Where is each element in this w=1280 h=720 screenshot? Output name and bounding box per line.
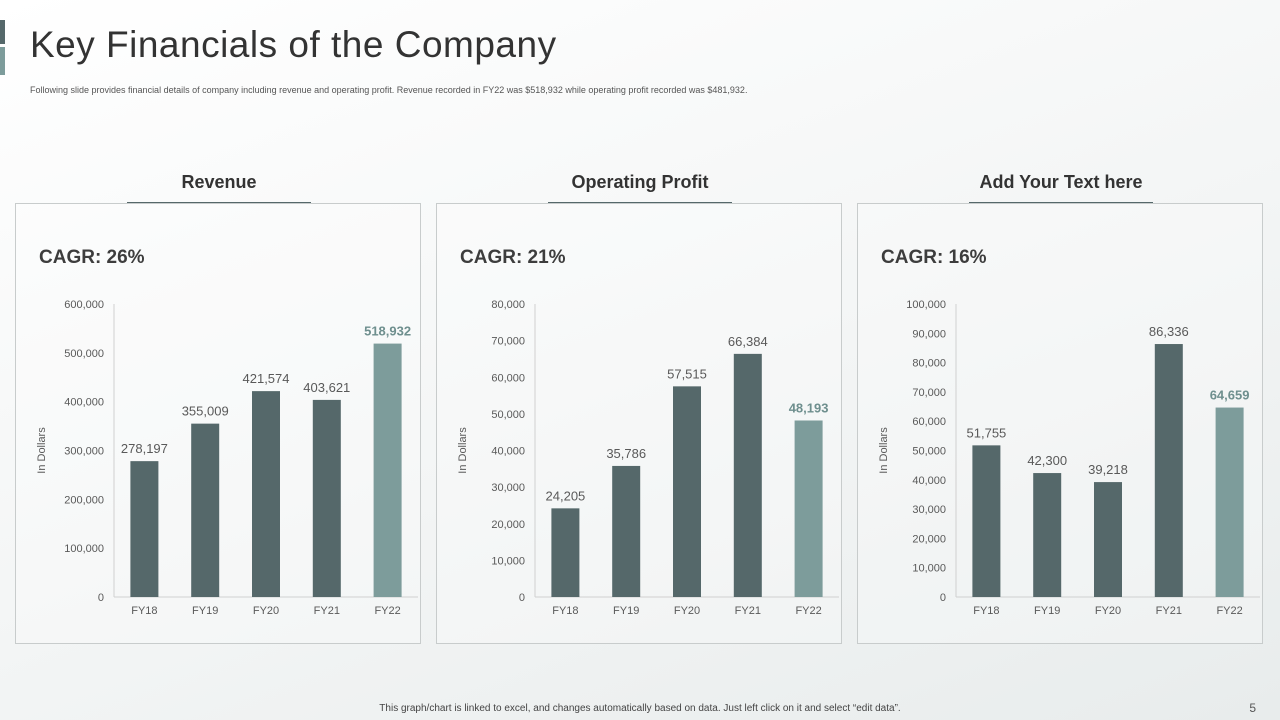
- title-accent-bar-light: [0, 47, 5, 75]
- bar-fy18: [551, 508, 580, 597]
- y-tick-label: 0: [98, 592, 104, 604]
- data-label: 278,197: [121, 441, 168, 456]
- cagr-label: CAGR: 26%: [39, 247, 145, 268]
- x-tick-label: FY19: [192, 605, 218, 617]
- y-tick-label: 500,000: [64, 348, 104, 360]
- x-tick-label: FY22: [374, 605, 400, 617]
- bar-fy22: [794, 420, 823, 597]
- custom-bar-chart[interactable]: 0 10,000 20,000 30,000 40,000 50,000 60,000 70,…: [858, 204, 1264, 645]
- y-tick-label: 60,000: [912, 416, 946, 428]
- y-tick-label: 40,000: [491, 446, 525, 458]
- y-tick-label: 60,000: [491, 372, 525, 384]
- chart-panel-operating-profit[interactable]: CAGR: 21% 0 10,000 20,000 30,000 40,000 50,00…: [436, 203, 842, 644]
- data-label: 66,384: [728, 334, 768, 349]
- y-tick-label: 70,000: [491, 336, 525, 348]
- panel-heading-operating-profit: Operating Profit: [571, 172, 709, 192]
- chart-panel-revenue[interactable]: CAGR: 26% 0 100,000 200,000 300,000 400,000 5…: [15, 203, 421, 644]
- x-tick-label: FY20: [674, 605, 700, 617]
- page-subtitle: Following slide provides financial detai…: [30, 85, 748, 95]
- y-axis-title: In Dollars: [36, 427, 48, 474]
- x-tick-label: FY18: [131, 605, 157, 617]
- y-tick-label: 400,000: [64, 397, 104, 409]
- y-tick-label: 200,000: [64, 494, 104, 506]
- bar-fy18: [972, 445, 1001, 597]
- y-axis-title: In Dollars: [457, 427, 469, 474]
- data-label: 42,300: [1027, 453, 1067, 468]
- x-tick-label: FY21: [735, 605, 761, 617]
- x-tick-label: FY22: [795, 605, 821, 617]
- bar-fy21: [733, 353, 762, 597]
- data-label: 48,193: [789, 400, 829, 415]
- x-tick-label: FY21: [1156, 605, 1182, 617]
- data-label: 39,218: [1088, 462, 1128, 477]
- y-tick-label: 20,000: [491, 519, 525, 531]
- panel-heading-custom-text[interactable]: Add Your Text here: [979, 172, 1143, 192]
- y-tick-label: 50,000: [491, 409, 525, 421]
- cagr-label: CAGR: 21%: [460, 247, 566, 268]
- y-tick-label: 10,000: [491, 555, 525, 567]
- bar-fy20: [673, 386, 701, 597]
- y-tick-label: 10,000: [912, 563, 946, 575]
- data-label: 35,786: [606, 446, 646, 461]
- page-number: 5: [1249, 701, 1256, 715]
- x-tick-label: FY20: [253, 605, 279, 617]
- bar-fy20: [252, 391, 280, 597]
- data-label: 64,659: [1210, 388, 1250, 403]
- y-tick-label: 50,000: [912, 446, 946, 458]
- y-tick-label: 80,000: [912, 358, 946, 370]
- y-tick-label: 70,000: [912, 387, 946, 399]
- bar-fy21: [312, 399, 341, 597]
- y-tick-label: 30,000: [491, 482, 525, 494]
- y-tick-label: 0: [940, 592, 946, 604]
- data-label: 355,009: [182, 404, 229, 419]
- y-tick-label: 90,000: [912, 328, 946, 340]
- title-accent-bar: [0, 20, 5, 44]
- bar-fy22: [1215, 407, 1244, 597]
- bar-fy19: [191, 423, 220, 597]
- page-title: Key Financials of the Company: [30, 24, 557, 65]
- bar-fy18: [130, 461, 159, 597]
- bar-fy20: [1094, 482, 1122, 597]
- panel-heading-revenue: Revenue: [181, 172, 257, 192]
- y-tick-label: 0: [519, 592, 525, 604]
- y-tick-label: 20,000: [912, 533, 946, 545]
- data-label: 421,574: [243, 371, 290, 386]
- data-label: 86,336: [1149, 324, 1189, 339]
- x-tick-label: FY18: [973, 605, 999, 617]
- x-tick-label: FY19: [1034, 605, 1060, 617]
- x-tick-label: FY18: [552, 605, 578, 617]
- data-label: 518,932: [364, 324, 411, 339]
- x-tick-label: FY21: [314, 605, 340, 617]
- x-tick-label: FY22: [1216, 605, 1242, 617]
- y-axis-title: In Dollars: [878, 427, 890, 474]
- bar-fy19: [612, 465, 641, 597]
- y-tick-label: 30,000: [912, 504, 946, 516]
- y-tick-label: 600,000: [64, 299, 104, 311]
- revenue-bar-chart[interactable]: 0 100,000 200,000 300,000 400,000 500,000 600,…: [16, 204, 422, 645]
- y-tick-label: 80,000: [491, 299, 525, 311]
- x-tick-label: FY19: [613, 605, 639, 617]
- data-label: 51,755: [967, 425, 1007, 440]
- x-tick-label: FY20: [1095, 605, 1121, 617]
- cagr-label: CAGR: 16%: [881, 247, 987, 268]
- data-label: 403,621: [303, 380, 350, 395]
- y-tick-label: 300,000: [64, 446, 104, 458]
- y-tick-label: 100,000: [906, 299, 946, 311]
- chart-panel-custom[interactable]: CAGR: 16% 0 10,000 20,000 30,000 40,000 50,00…: [857, 203, 1263, 644]
- bar-fy21: [1154, 344, 1183, 597]
- operating-profit-bar-chart[interactable]: 0 10,000 20,000 30,000 40,000 50,000 60,000 70,…: [437, 204, 843, 645]
- y-tick-label: 100,000: [64, 543, 104, 555]
- y-tick-label: 40,000: [912, 475, 946, 487]
- data-label: 57,515: [667, 366, 707, 381]
- data-label: 24,205: [546, 488, 586, 503]
- bar-fy22: [373, 343, 402, 597]
- footer-note: This graph/chart is linked to excel, and…: [379, 703, 901, 714]
- bar-fy19: [1033, 473, 1062, 597]
